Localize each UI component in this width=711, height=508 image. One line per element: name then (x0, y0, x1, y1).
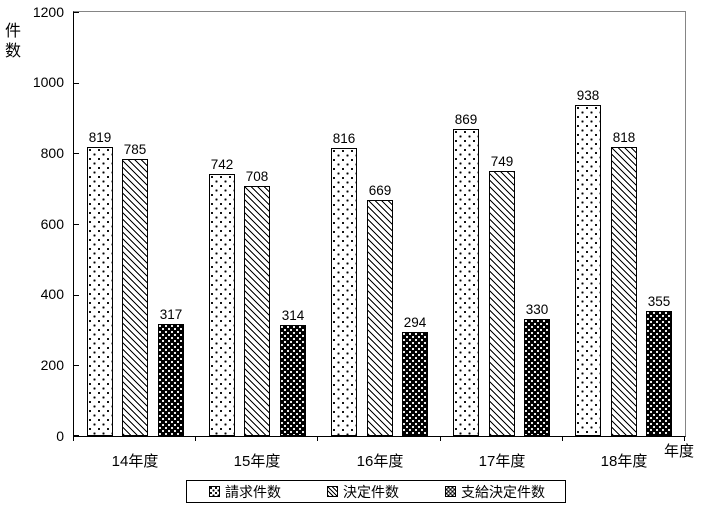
bar-value-label: 742 (210, 157, 234, 172)
legend-item-請求件数: 請求件数 (209, 482, 281, 502)
x-axis-tick (195, 437, 196, 441)
plot-area (73, 11, 686, 437)
y-tick-label: 800 (40, 144, 64, 161)
y-axis-tick (74, 435, 79, 436)
bar-value-label: 818 (612, 130, 636, 145)
x-category-label: 16年度 (356, 453, 404, 470)
bar-value-label: 819 (88, 130, 112, 145)
legend-item-決定件数: 決定件数 (327, 482, 399, 502)
y-axis-tick (74, 12, 79, 13)
x-axis-tick (73, 437, 74, 441)
bar-決定件数-14年度 (122, 159, 148, 436)
bar-value-label: 294 (403, 315, 427, 330)
bar-value-label: 355 (647, 294, 671, 309)
x-category-label: 15年度 (233, 453, 281, 470)
bar-請求件数-14年度 (87, 147, 113, 436)
legend-swatch-dots-on-black-icon (445, 486, 456, 497)
y-tick-label: 0 (56, 427, 64, 444)
x-category-label: 18年度 (600, 453, 648, 470)
y-tick-label: 400 (40, 286, 64, 303)
legend-swatch-dots-on-white-icon (209, 486, 220, 497)
y-tick-label: 200 (40, 356, 64, 373)
legend-label: 決定件数 (343, 483, 399, 500)
bar-決定件数-15年度 (244, 186, 270, 436)
x-category-label: 17年度 (478, 453, 526, 470)
bar-value-label: 314 (281, 308, 305, 323)
bar-決定件数-16年度 (367, 200, 393, 436)
y-tick-label: 1000 (32, 74, 64, 91)
bar-請求件数-17年度 (453, 129, 479, 436)
bar-value-label: 317 (159, 307, 183, 322)
y-axis-tick (74, 224, 79, 225)
x-category-label: 14年度 (111, 453, 159, 470)
bar-支給決定件数-15年度 (280, 325, 306, 436)
x-axis-title: 年度 (664, 443, 695, 460)
bar-支給決定件数-16年度 (402, 332, 428, 436)
y-axis-title: 件数 (5, 23, 22, 60)
legend-label: 支給決定件数 (461, 483, 545, 500)
y-tick-label: 1200 (32, 3, 64, 20)
bar-決定件数-18年度 (611, 147, 637, 436)
bar-決定件数-17年度 (489, 171, 515, 436)
bar-支給決定件数-17年度 (524, 319, 550, 436)
bar-value-label: 330 (525, 302, 549, 317)
legend-label: 請求件数 (225, 483, 281, 500)
x-axis-tick (440, 437, 441, 441)
bar-支給決定件数-14年度 (158, 324, 184, 436)
y-tick-label: 600 (40, 215, 64, 232)
bar-請求件数-15年度 (209, 174, 235, 436)
x-axis-tick (562, 437, 563, 441)
y-axis-tick (74, 153, 79, 154)
y-axis-tick (74, 295, 79, 296)
bar-value-label: 749 (490, 154, 514, 169)
y-axis-tick (74, 83, 79, 84)
x-axis-tick (684, 437, 685, 441)
bar-value-label: 816 (332, 131, 356, 146)
bar-value-label: 708 (245, 169, 269, 184)
x-axis-tick (317, 437, 318, 441)
bar-value-label: 938 (576, 88, 600, 103)
bar-value-label: 785 (123, 142, 147, 157)
bar-請求件数-18年度 (575, 105, 601, 436)
legend-item-支給決定件数: 支給決定件数 (445, 482, 545, 502)
bar-支給決定件数-18年度 (646, 311, 672, 436)
bar-value-label: 669 (368, 183, 392, 198)
bar-value-label: 869 (454, 112, 478, 127)
legend: 請求件数 決定件数 支給決定件数 (186, 480, 566, 503)
bar-請求件数-16年度 (331, 148, 357, 436)
legend-swatch-diagonal-hatch-icon (327, 486, 338, 497)
y-axis-tick (74, 365, 79, 366)
